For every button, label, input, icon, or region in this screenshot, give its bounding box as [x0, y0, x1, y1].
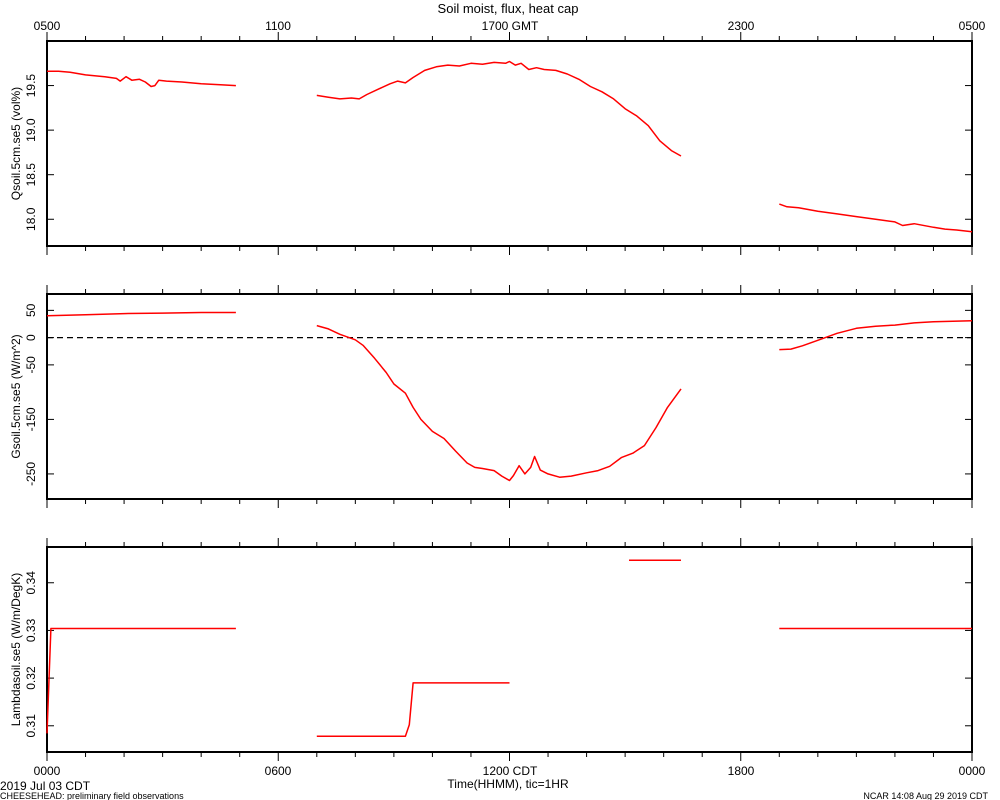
series-line: [46, 627, 236, 734]
bottom-tick-label: 0000: [34, 764, 61, 778]
top-tick-label: 0500: [959, 19, 986, 33]
top-tick-label: 1100: [265, 19, 291, 33]
series-line: [316, 324, 682, 482]
plot-frame: [46, 546, 973, 753]
y-axis-label: Qsoil.5cm.se5 (vol%): [9, 87, 23, 200]
y-tick-label: 0.32: [24, 666, 38, 690]
series-line: [316, 682, 510, 738]
y-tick-label: 19.0: [24, 118, 38, 142]
series-line: [779, 203, 973, 233]
y-tick-label: 0.31: [24, 714, 38, 738]
y-tick-label: 0.33: [24, 618, 38, 642]
bottom-tick-label: 0600: [265, 764, 292, 778]
plot-frame: [46, 40, 973, 247]
plot-frame: [46, 293, 973, 500]
bottom-tick-label: 0000: [959, 764, 986, 778]
y-tick-label: 18.5: [24, 163, 38, 187]
footer-project: CHEESEHEAD: preliminary field observatio…: [0, 791, 184, 800]
y-tick-label: 50: [24, 303, 38, 317]
y-tick-label: 18.0: [24, 207, 38, 231]
y-axis-label: Gsoil.5cm.se5 (W/m^2): [9, 334, 23, 458]
top-tick-label: 1700 GMT: [482, 19, 539, 33]
top-axis-labels: 0500 1100 1700 GMT 2300 0500: [34, 19, 986, 33]
x-axis-label: Time(HHMM), tic=1HR: [447, 777, 569, 791]
footer-stamp: NCAR 14:08 Aug 29 2019 CDT: [863, 791, 988, 800]
y-tick-label: -150: [24, 407, 38, 431]
y-tick-label: 0.34: [24, 571, 38, 595]
bottom-axis-labels: 0000 0600 1200 CDT 1800 0000: [34, 764, 986, 778]
top-tick-label: 0500: [34, 19, 61, 33]
y-axis-label: Lambdasoil.se5 (W/m/DegK): [9, 573, 23, 726]
y-tick-label: 0: [24, 334, 38, 341]
top-tick-label: 2300: [728, 19, 755, 33]
footer-date: 2019 Jul 03 CDT: [0, 779, 91, 793]
series-line: [46, 311, 236, 317]
bottom-tick-label: 1800: [728, 764, 755, 778]
bottom-tick-label: 1200 CDT: [483, 764, 538, 778]
series-line: [316, 60, 682, 157]
y-tick-label: -250: [24, 462, 38, 486]
y-tick-label: 19.5: [24, 74, 38, 98]
chart-title: Soil moist, flux, heat cap: [438, 1, 579, 16]
series-line: [47, 70, 236, 88]
y-tick-label: -50: [24, 356, 38, 374]
series-line: [779, 319, 973, 351]
